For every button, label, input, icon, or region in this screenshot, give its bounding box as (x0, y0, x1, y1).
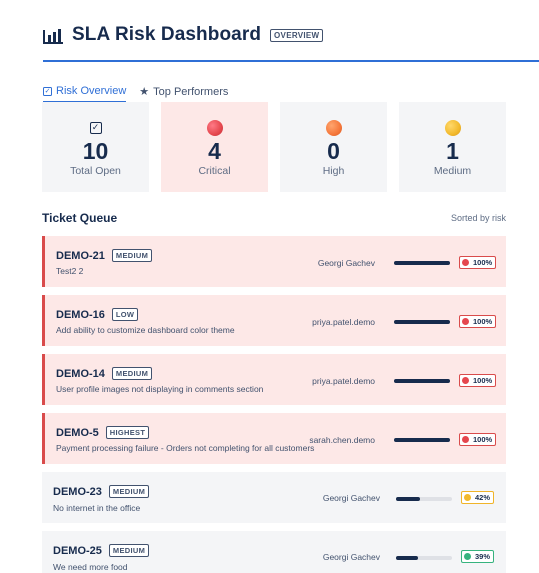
medium-dot-icon (464, 494, 471, 501)
priority-badge: MEDIUM (111, 249, 153, 262)
page-title: SLA Risk Dashboard (72, 24, 262, 45)
star-icon: ★ (139, 86, 150, 98)
ticket-assignee: priya.patel.demo (312, 376, 375, 386)
tab-bar: ✓ Risk Overview ★ Top Performers (43, 84, 241, 103)
critical-dot-icon (462, 377, 469, 384)
priority-badge: MEDIUM (108, 485, 150, 498)
stat-critical: 4 Critical (161, 102, 268, 192)
ticket-summary: We need more food (53, 562, 128, 572)
risk-percent-badge: 100% (459, 315, 497, 328)
ticket-key[interactable]: DEMO-21 (56, 249, 105, 262)
stat-label: High (322, 165, 345, 177)
critical-dot-icon (462, 436, 469, 443)
ticket-summary: Test2 2 (56, 266, 84, 276)
low-dot-icon (464, 553, 471, 560)
stat-medium: 1 Medium (399, 102, 506, 192)
stat-label: Critical (198, 165, 231, 177)
ticket-summary: No internet in the office (53, 503, 141, 513)
tab-top-performers[interactable]: ★ Top Performers (139, 84, 228, 99)
header-divider (43, 60, 539, 62)
ticket-row[interactable]: DEMO-23 MEDIUM No internet in the office … (42, 472, 506, 523)
ticket-key[interactable]: DEMO-25 (53, 544, 102, 557)
ticket-key[interactable]: DEMO-23 (53, 485, 102, 498)
ticket-assignee: Georgi Gachev (322, 552, 380, 562)
risk-percent-badge: 100% (459, 374, 497, 387)
priority-badge: MEDIUM (108, 544, 150, 557)
stat-label: Medium (433, 165, 472, 177)
risk-progress-bar (394, 320, 450, 324)
tab-label: Risk Overview (56, 85, 127, 97)
critical-dot-icon (462, 259, 469, 266)
priority-badge: LOW (111, 308, 139, 321)
ticket-summary: Payment processing failure - Orders not … (56, 443, 315, 453)
priority-badge: MEDIUM (111, 367, 153, 380)
risk-progress-bar (394, 261, 450, 265)
queue-title: Ticket Queue (42, 211, 118, 225)
ticket-row[interactable]: DEMO-25 MEDIUM We need more food Georgi G… (42, 531, 506, 573)
critical-dot-icon (462, 318, 469, 325)
ticket-assignee: priya.patel.demo (312, 317, 375, 327)
ticket-assignee: Georgi Gachev (317, 258, 375, 268)
ticket-row[interactable]: DEMO-21 MEDIUM Test2 2 Georgi Gachev 100% (42, 236, 506, 287)
risk-percent-badge: 100% (459, 433, 497, 446)
risk-progress-bar (394, 379, 450, 383)
stat-label: Total Open (70, 165, 121, 177)
critical-dot-icon (206, 120, 223, 136)
bar-chart-icon (43, 26, 63, 44)
stat-value: 0 (327, 138, 340, 164)
stat-value: 4 (208, 138, 221, 164)
dashboard-header: SLA Risk Dashboard OVERVIEW (43, 22, 324, 48)
ticket-row[interactable]: DEMO-14 MEDIUM User profile images not di… (42, 354, 506, 405)
ticket-key[interactable]: DEMO-16 (56, 308, 105, 321)
check-square-icon: ✓ (43, 86, 52, 96)
stat-high: 0 High (280, 102, 387, 192)
sort-label: Sorted by risk (450, 213, 506, 223)
stat-value: 10 (82, 138, 109, 164)
tab-risk-overview[interactable]: ✓ Risk Overview (43, 84, 127, 103)
risk-percent-badge: 39% (461, 550, 495, 563)
check-square-icon: ✓ (89, 122, 102, 134)
ticket-summary: Add ability to customize dashboard color… (56, 325, 235, 335)
risk-progress-bar (396, 556, 452, 560)
tab-label: Top Performers (153, 85, 229, 98)
risk-percent-badge: 100% (459, 256, 497, 269)
risk-progress-bar (396, 497, 452, 501)
risk-progress-bar (394, 438, 450, 442)
stat-total-open: ✓ 10 Total Open (42, 102, 149, 192)
risk-percent-badge: 42% (461, 491, 495, 504)
overview-badge: OVERVIEW (270, 28, 324, 42)
high-dot-icon (325, 120, 342, 136)
priority-badge: HIGHEST (105, 426, 150, 439)
ticket-key[interactable]: DEMO-5 (56, 426, 99, 439)
stat-value: 1 (446, 138, 459, 164)
stats-row: ✓ 10 Total Open 4 Critical 0 High 1 Medi… (42, 102, 518, 192)
ticket-summary: User profile images not displaying in co… (56, 384, 264, 394)
ticket-assignee: sarah.chen.demo (309, 435, 375, 445)
ticket-row[interactable]: DEMO-16 LOW Add ability to customize dash… (42, 295, 506, 346)
ticket-assignee: Georgi Gachev (322, 493, 380, 503)
medium-dot-icon (444, 120, 461, 136)
ticket-key[interactable]: DEMO-14 (56, 367, 105, 380)
ticket-row[interactable]: DEMO-5 HIGHEST Payment processing failure… (42, 413, 506, 464)
